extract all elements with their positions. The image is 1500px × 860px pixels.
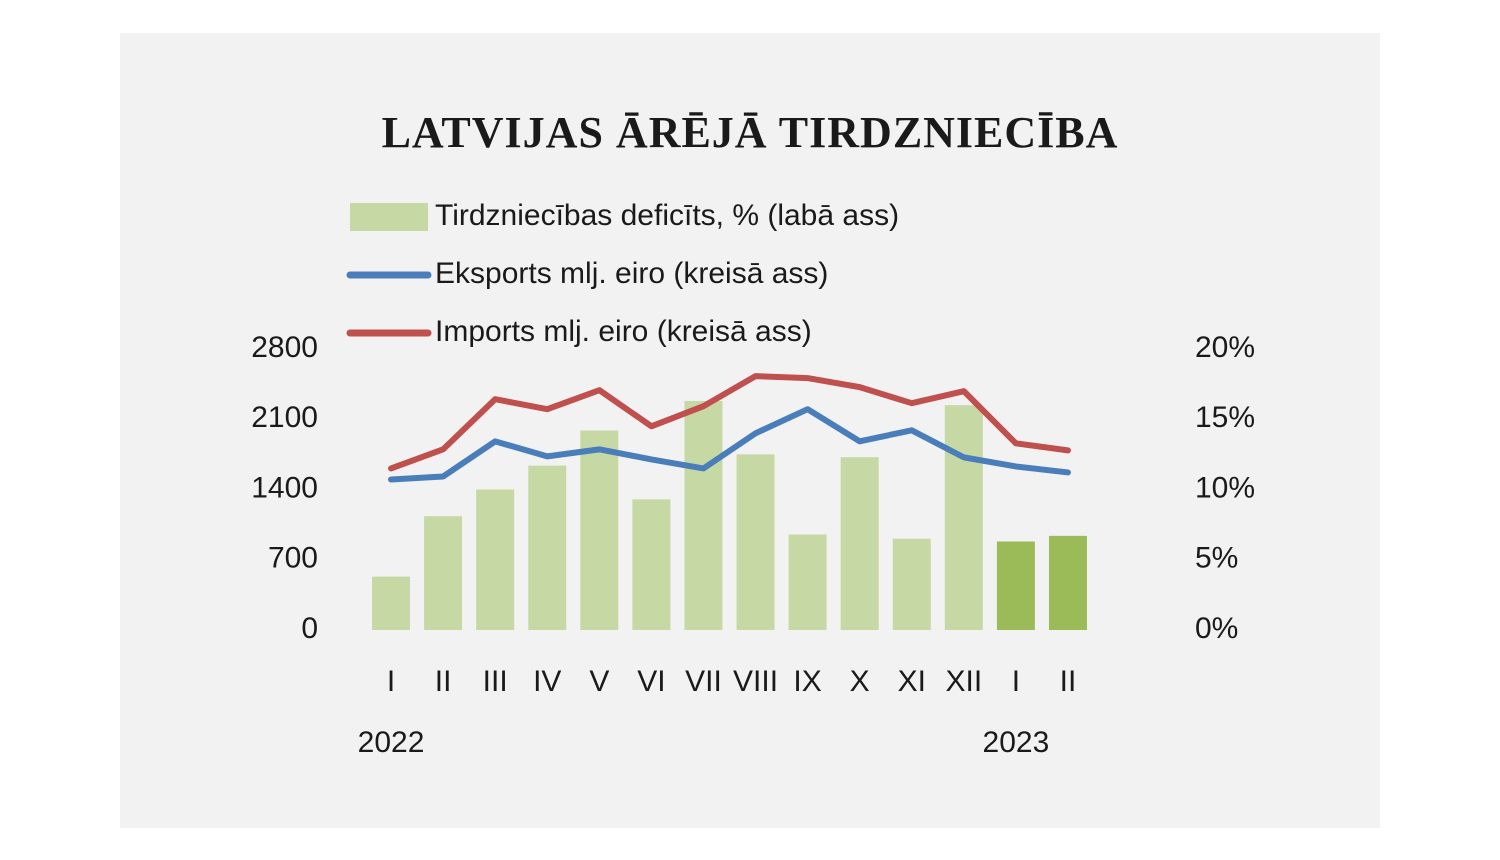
bar <box>736 454 775 630</box>
bar <box>684 400 723 630</box>
bar <box>632 499 671 630</box>
x-tick-label: X <box>850 665 870 698</box>
line <box>388 406 1071 483</box>
chart-panel <box>120 33 1380 828</box>
y2-tick-label: 10% <box>1195 471 1255 504</box>
y-tick-label: 2800 <box>251 331 318 364</box>
legend-swatch <box>350 203 428 231</box>
y2-tick-label: 5% <box>1195 542 1238 575</box>
x-tick-label: II <box>1060 665 1077 698</box>
year-label: 2022 <box>358 726 425 759</box>
chart-title: LATVIJAS ĀRĒJĀ TIRDZNIECĪBA <box>382 108 1119 157</box>
y-tick-label: 2100 <box>251 401 318 434</box>
line <box>388 373 1071 472</box>
y-tick-label: 1400 <box>251 471 318 504</box>
bar <box>996 541 1035 630</box>
x-tick-label: VIII <box>733 665 778 698</box>
bar <box>476 489 515 630</box>
x-tick-label: I <box>1012 665 1020 698</box>
y2-tick-label: 0% <box>1195 612 1238 645</box>
y2-tick-label: 15% <box>1195 401 1255 434</box>
x-tick-label: VII <box>685 665 722 698</box>
bar <box>528 465 567 630</box>
bar <box>892 538 931 630</box>
y2-tick-label: 20% <box>1195 331 1255 364</box>
x-tick-label: V <box>589 665 609 698</box>
x-tick-label: XI <box>898 665 926 698</box>
x-tick-label: VI <box>637 665 665 698</box>
x-tick-label: XII <box>945 665 982 698</box>
bar <box>1048 535 1087 630</box>
y-tick-label: 0 <box>301 612 318 645</box>
y-tick-label: 700 <box>268 542 318 575</box>
legend-label: Imports mlj. eiro (kreisā ass) <box>435 315 812 348</box>
bar <box>788 534 827 630</box>
bar <box>840 457 879 630</box>
x-tick-label: III <box>483 665 508 698</box>
bar <box>424 516 463 630</box>
x-tick-label: I <box>387 665 395 698</box>
bar <box>580 430 619 630</box>
legend-label: Eksports mlj. eiro (kreisā ass) <box>435 257 828 290</box>
x-tick-label: IV <box>533 665 561 698</box>
bar <box>372 576 411 630</box>
x-tick-label: II <box>435 665 452 698</box>
x-tick-label: IX <box>793 665 821 698</box>
bar <box>944 405 983 630</box>
year-label: 2023 <box>983 726 1050 759</box>
legend-label: Tirdzniecības deficīts, % (labā ass) <box>435 199 899 232</box>
